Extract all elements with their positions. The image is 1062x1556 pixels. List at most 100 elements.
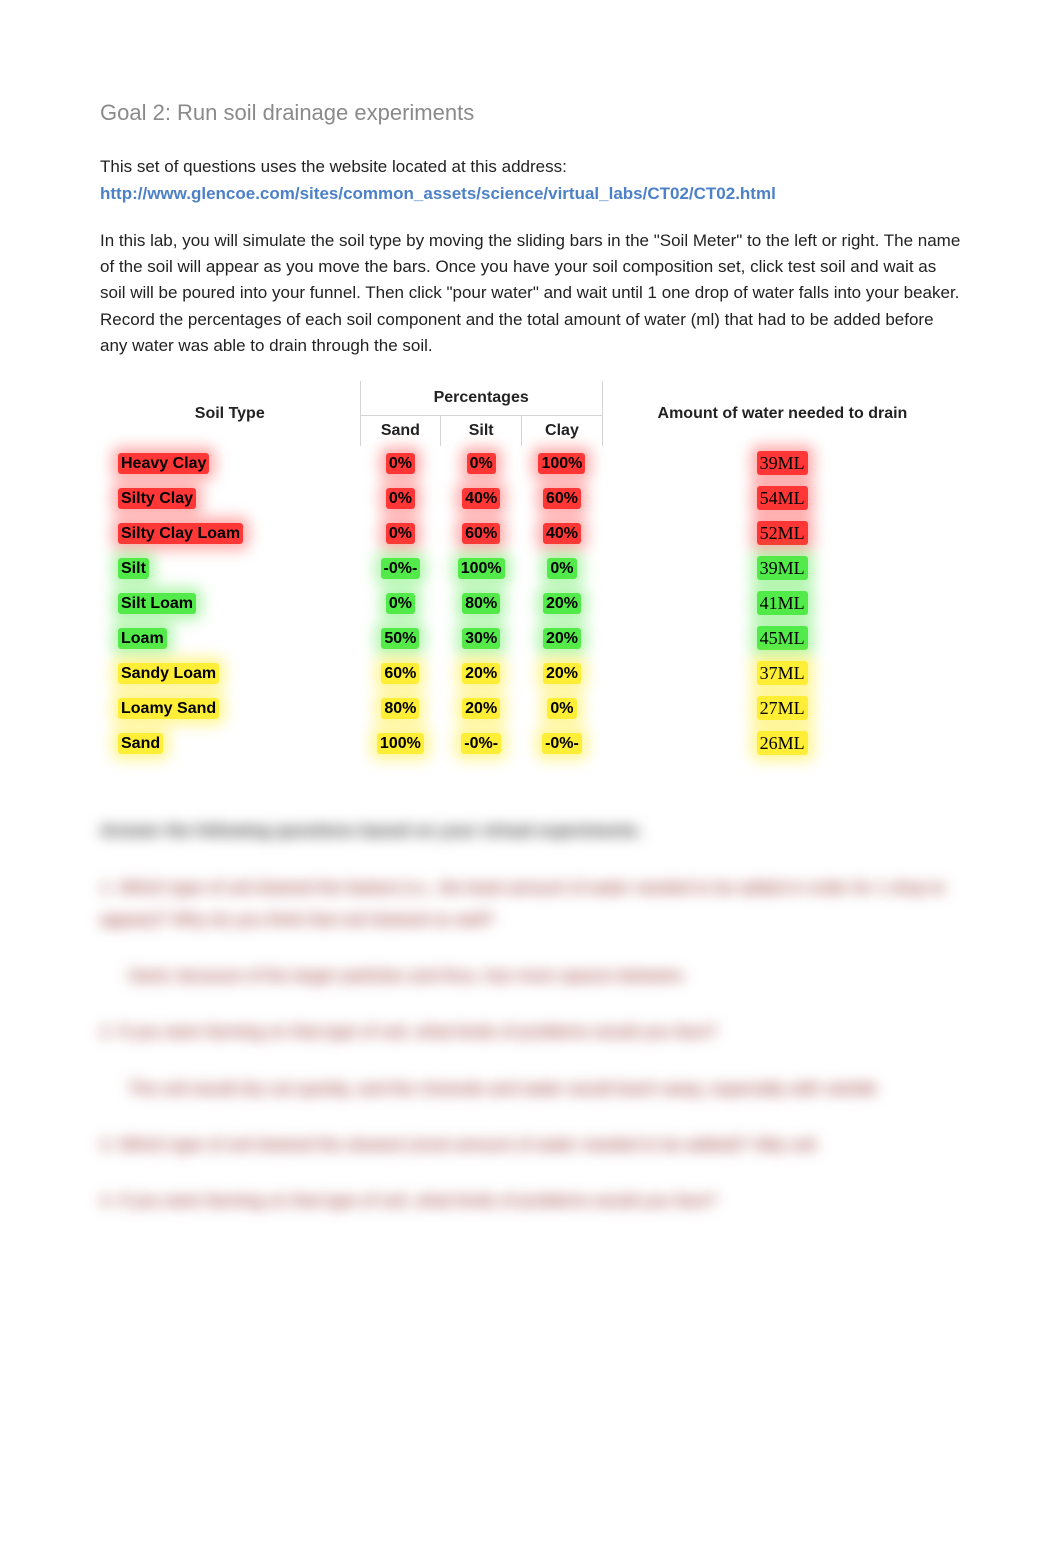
lab-link[interactable]: http://www.glencoe.com/sites/common_asse… bbox=[100, 184, 962, 204]
table-row: Heavy Clay 0% 0% 100% 39ML bbox=[100, 446, 962, 481]
pct-silt-cell: -0%- bbox=[441, 726, 522, 761]
instructions-text: In this lab, you will simulate the soil … bbox=[100, 228, 962, 360]
table-row: Silt Loam 0% 80% 20% 41ML bbox=[100, 586, 962, 621]
soil-name-cell: Sand bbox=[100, 726, 360, 761]
pct-sand-cell: 0% bbox=[360, 516, 441, 551]
water-value: 27ML bbox=[757, 696, 808, 720]
blur-a2: The soil would dry out quickly, and the … bbox=[100, 1073, 962, 1105]
pct-clay-value: 20% bbox=[543, 663, 581, 684]
blur-q1: 1. Which type of soil drained the fastes… bbox=[100, 872, 962, 937]
pct-sand-cell: 80% bbox=[360, 691, 441, 726]
soil-name-cell: Silty Clay bbox=[100, 481, 360, 516]
pct-silt-cell: 20% bbox=[441, 656, 522, 691]
water-value: 52ML bbox=[757, 521, 808, 545]
pct-sand-value: -0%- bbox=[381, 558, 421, 579]
blur-q3: 3. Which type of soil drained the slowes… bbox=[100, 1129, 962, 1161]
water-cell: 26ML bbox=[602, 726, 962, 761]
pct-sand-value: 100% bbox=[377, 733, 424, 754]
th-clay: Clay bbox=[522, 416, 603, 447]
pct-silt-cell: 80% bbox=[441, 586, 522, 621]
pct-silt-value: 0% bbox=[467, 453, 496, 474]
pct-silt-cell: 100% bbox=[441, 551, 522, 586]
pct-sand-cell: 0% bbox=[360, 481, 441, 516]
pct-clay-cell: 20% bbox=[522, 656, 603, 691]
pct-sand-value: 0% bbox=[386, 453, 415, 474]
water-value: 39ML bbox=[757, 451, 808, 475]
water-cell: 39ML bbox=[602, 446, 962, 481]
soil-name-label: Silty Clay bbox=[118, 488, 196, 509]
soil-name-label: Loamy Sand bbox=[118, 698, 219, 719]
pct-sand-value: 0% bbox=[386, 593, 415, 614]
water-cell: 45ML bbox=[602, 621, 962, 656]
pct-silt-value: 20% bbox=[462, 698, 500, 719]
soil-name-cell: Silty Clay Loam bbox=[100, 516, 360, 551]
blur-q4: 4. If you were farming on that type of s… bbox=[100, 1185, 962, 1217]
water-value: 26ML bbox=[757, 731, 808, 755]
soil-name-cell: Loam bbox=[100, 621, 360, 656]
water-value: 39ML bbox=[757, 556, 808, 580]
pct-silt-value: 30% bbox=[462, 628, 500, 649]
pct-clay-value: 20% bbox=[543, 628, 581, 649]
pct-clay-cell: 40% bbox=[522, 516, 603, 551]
water-value: 54ML bbox=[757, 486, 808, 510]
water-cell: 37ML bbox=[602, 656, 962, 691]
soil-name-cell: Heavy Clay bbox=[100, 446, 360, 481]
pct-silt-cell: 20% bbox=[441, 691, 522, 726]
pct-clay-value: 0% bbox=[547, 698, 576, 719]
table-row: Loam50% 30% 20% 45ML bbox=[100, 621, 962, 656]
soil-name-label: Sand bbox=[118, 733, 163, 754]
pct-clay-value: 20% bbox=[543, 593, 581, 614]
pct-silt-cell: 30% bbox=[441, 621, 522, 656]
pct-clay-cell: 100% bbox=[522, 446, 603, 481]
pct-sand-cell: 100% bbox=[360, 726, 441, 761]
pct-sand-cell: 0% bbox=[360, 586, 441, 621]
pct-silt-cell: 0% bbox=[441, 446, 522, 481]
table-row: Silt -0%- 100% 0% 39ML bbox=[100, 551, 962, 586]
pct-clay-value: -0%- bbox=[542, 733, 582, 754]
pct-sand-cell: 0% bbox=[360, 446, 441, 481]
blur-q2: 2. If you were farming on that type of s… bbox=[100, 1016, 962, 1048]
pct-clay-cell: 20% bbox=[522, 586, 603, 621]
soil-name-label: Heavy Clay bbox=[118, 453, 209, 474]
soil-name-label: Silt Loam bbox=[118, 593, 196, 614]
pct-silt-value: -0%- bbox=[461, 733, 501, 754]
th-silt: Silt bbox=[441, 416, 522, 447]
th-water: Amount of water needed to drain bbox=[602, 381, 962, 446]
soil-name-cell: Sandy Loam bbox=[100, 656, 360, 691]
blur-a1: Sand, because of the larger particles an… bbox=[100, 960, 962, 992]
water-cell: 27ML bbox=[602, 691, 962, 726]
soil-name-cell: Silt Loam bbox=[100, 586, 360, 621]
soil-name-label: Sandy Loam bbox=[118, 663, 219, 684]
water-cell: 54ML bbox=[602, 481, 962, 516]
th-percentages: Percentages bbox=[360, 381, 602, 416]
pct-silt-cell: 60% bbox=[441, 516, 522, 551]
soil-name-label: Silt bbox=[118, 558, 149, 579]
pct-silt-value: 20% bbox=[462, 663, 500, 684]
pct-sand-cell: 60% bbox=[360, 656, 441, 691]
pct-clay-cell: 0% bbox=[522, 551, 603, 586]
pct-silt-cell: 40% bbox=[441, 481, 522, 516]
soil-name-cell: Loamy Sand bbox=[100, 691, 360, 726]
pct-clay-value: 100% bbox=[538, 453, 585, 474]
pct-silt-value: 60% bbox=[462, 523, 500, 544]
table-row: Silty Clay Loam 0% 60% 40% 52ML bbox=[100, 516, 962, 551]
water-cell: 41ML bbox=[602, 586, 962, 621]
water-cell: 52ML bbox=[602, 516, 962, 551]
table-row: Loamy Sand 80% 20% 0% 27ML bbox=[100, 691, 962, 726]
pct-sand-value: 60% bbox=[381, 663, 419, 684]
pct-silt-value: 100% bbox=[458, 558, 505, 579]
pct-clay-value: 60% bbox=[543, 488, 581, 509]
blur-lead: Answer the following questions based on … bbox=[100, 815, 962, 847]
pct-clay-cell: 20% bbox=[522, 621, 603, 656]
page-heading: Goal 2: Run soil drainage experiments bbox=[100, 100, 962, 126]
pct-clay-cell: 60% bbox=[522, 481, 603, 516]
soil-table: Soil Type Percentages Amount of water ne… bbox=[100, 381, 962, 761]
table-row: Silty Clay 0%40% 60% 54ML bbox=[100, 481, 962, 516]
water-cell: 39ML bbox=[602, 551, 962, 586]
intro-text: This set of questions uses the website l… bbox=[100, 154, 962, 180]
pct-sand-cell: 50% bbox=[360, 621, 441, 656]
soil-name-cell: Silt bbox=[100, 551, 360, 586]
pct-sand-cell: -0%- bbox=[360, 551, 441, 586]
pct-clay-value: 40% bbox=[543, 523, 581, 544]
soil-name-label: Silty Clay Loam bbox=[118, 523, 243, 544]
